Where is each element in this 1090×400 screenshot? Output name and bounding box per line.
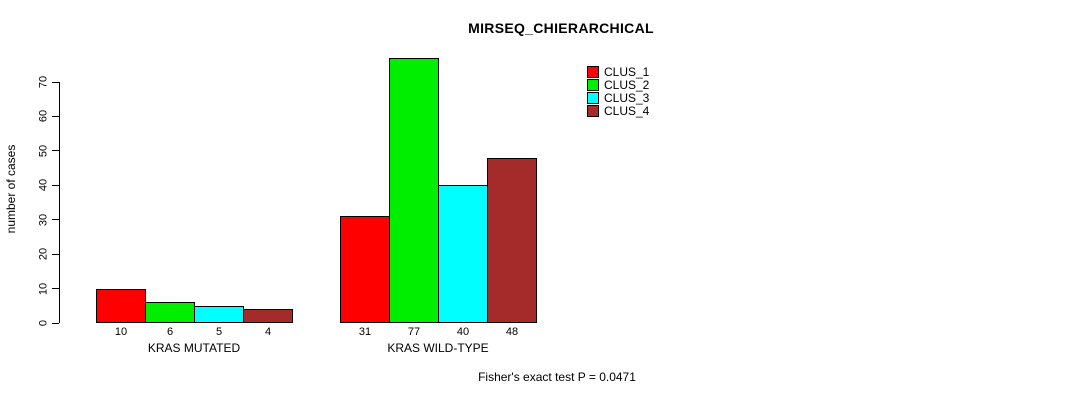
legend-swatch-clus_3: [587, 92, 599, 104]
y-tick-label: 50: [37, 144, 50, 157]
y-tick: [52, 150, 59, 152]
y-tick-label: 10: [37, 282, 50, 295]
y-tick: [52, 184, 59, 186]
legend-item: CLUS_3: [587, 92, 649, 104]
bar-clus_4-group2: [487, 158, 537, 323]
legend-item: CLUS_4: [587, 105, 649, 117]
legend-swatch-clus_4: [587, 105, 599, 117]
legend-label: CLUS_1: [604, 65, 650, 79]
fisher-test-note: Fisher's exact test P = 0.0471: [478, 370, 636, 384]
legend-swatch-clus_2: [587, 79, 599, 91]
legend: CLUS_1 CLUS_2 CLUS_3 CLUS_4: [587, 66, 649, 117]
y-tick: [52, 81, 59, 83]
bar-clus_1-group2: [340, 216, 390, 323]
bar-value-label: 40: [456, 326, 470, 338]
legend-label: CLUS_4: [604, 104, 650, 118]
legend-swatch-clus_1: [587, 66, 599, 78]
bar-value-label: 5: [215, 326, 223, 338]
chart-title: MIRSEQ_CHIERARCHICAL: [468, 20, 654, 36]
y-tick: [52, 322, 59, 324]
group-label-2: KRAS WILD-TYPE: [387, 341, 489, 355]
legend-item: CLUS_1: [587, 66, 649, 78]
bar-value-label: 31: [358, 326, 372, 338]
bar-clus_2-group2: [389, 58, 439, 323]
bar-clus_1-group1: [96, 289, 146, 323]
y-tick-label: 30: [37, 213, 50, 226]
y-tick-label: 40: [37, 179, 50, 192]
y-tick-label: 70: [37, 75, 50, 89]
bar-value-label: 77: [407, 326, 421, 338]
bar-clus_4-group1: [243, 309, 293, 323]
y-axis-title: number of cases: [4, 144, 18, 234]
bar-value-label: 48: [505, 326, 519, 338]
y-tick: [52, 219, 59, 221]
y-tick-label: 60: [37, 110, 50, 123]
bar-value-label: 6: [166, 326, 174, 338]
y-axis-line: [59, 82, 60, 323]
group-label-1: KRAS MUTATED: [147, 341, 241, 355]
legend-item: CLUS_2: [587, 79, 649, 91]
y-tick: [52, 115, 59, 117]
y-tick: [52, 253, 59, 255]
bar-value-label: 4: [264, 326, 272, 338]
bar-value-label: 10: [114, 326, 128, 338]
bar-clus_3-group1: [194, 306, 244, 323]
y-tick-label: 0: [37, 319, 50, 327]
bar-clus_2-group1: [145, 302, 195, 323]
y-tick-label: 20: [37, 248, 50, 261]
bar-clus_3-group2: [438, 185, 488, 323]
y-tick: [52, 288, 59, 290]
legend-label: CLUS_2: [604, 78, 650, 92]
legend-label: CLUS_3: [604, 91, 650, 105]
